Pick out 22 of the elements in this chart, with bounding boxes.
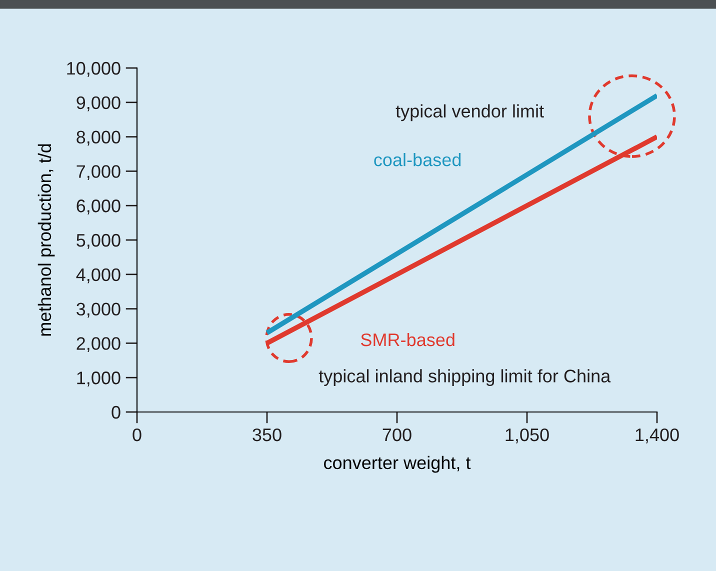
y-tick-label: 2,000 (76, 337, 120, 352)
y-tick-label: 3,000 (76, 302, 120, 318)
y-axis-title: methanol production, t/d (38, 144, 55, 336)
y-tick-label: 8,000 (76, 130, 120, 146)
y-tick-label: 7,000 (76, 165, 120, 180)
y-tick-label: 5,000 (76, 234, 120, 249)
x-tick-label: 0 (132, 428, 142, 442)
annotation: typical vendor limit (396, 104, 544, 122)
annotation: typical inland shipping limit for China (318, 369, 611, 386)
x-axis-title: converter weight, t (324, 456, 471, 473)
x-tick-label: 1,050 (506, 428, 549, 444)
y-tick-label: 6,000 (76, 200, 120, 214)
x-tick-label: 700 (382, 428, 412, 442)
y-tick-label: 0 (112, 406, 120, 419)
x-tick-label: 1,400 (636, 428, 679, 444)
y-tick-label: 4,000 (76, 268, 120, 284)
y-tick-label: 10,000 (67, 62, 120, 77)
y-tick-label: 1,000 (77, 372, 120, 386)
y-tick-label: 9,000 (76, 96, 120, 112)
x-tick-label: 350 (252, 428, 282, 442)
text: coal-based (374, 153, 461, 166)
series-label: SMR-based (360, 332, 454, 346)
